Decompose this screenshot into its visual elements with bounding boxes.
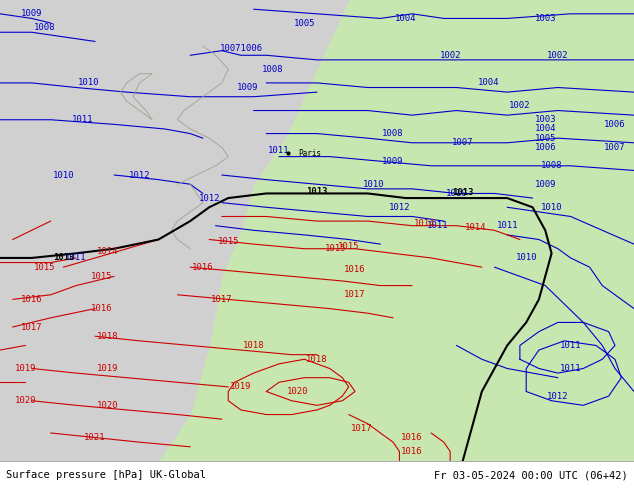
Text: 1004: 1004 bbox=[534, 124, 556, 133]
Text: 1017: 1017 bbox=[21, 322, 42, 332]
Text: 1012: 1012 bbox=[547, 392, 569, 401]
Text: 1008: 1008 bbox=[541, 161, 562, 171]
Text: 1011: 1011 bbox=[427, 221, 448, 230]
Text: 1019: 1019 bbox=[15, 364, 36, 373]
Text: 1009: 1009 bbox=[236, 83, 258, 92]
Text: 1015: 1015 bbox=[217, 237, 239, 246]
Text: 1019: 1019 bbox=[97, 364, 119, 373]
Text: 1016: 1016 bbox=[344, 265, 366, 274]
Text: 1012: 1012 bbox=[198, 194, 220, 202]
Text: 1014: 1014 bbox=[414, 219, 436, 228]
Text: Fr 03-05-2024 00:00 UTC (06+42): Fr 03-05-2024 00:00 UTC (06+42) bbox=[434, 470, 628, 480]
Text: 1006: 1006 bbox=[534, 143, 556, 152]
Text: 10071006: 10071006 bbox=[219, 44, 262, 53]
Text: 1010: 1010 bbox=[446, 189, 467, 198]
Text: 1016: 1016 bbox=[401, 447, 423, 456]
Polygon shape bbox=[0, 0, 222, 438]
Text: 1007: 1007 bbox=[452, 138, 474, 147]
Text: 1017: 1017 bbox=[211, 295, 233, 304]
Text: 1018: 1018 bbox=[243, 341, 264, 350]
Text: 1013: 1013 bbox=[53, 253, 74, 263]
Text: 1008: 1008 bbox=[382, 129, 404, 138]
Text: 1015: 1015 bbox=[91, 272, 112, 281]
Text: 1011: 1011 bbox=[496, 221, 518, 230]
Text: 1012: 1012 bbox=[389, 203, 410, 212]
Text: 1015: 1015 bbox=[325, 244, 347, 253]
Text: 1002: 1002 bbox=[439, 51, 461, 60]
Text: 1010: 1010 bbox=[515, 253, 537, 263]
Text: 1013: 1013 bbox=[306, 187, 328, 196]
Text: 1010: 1010 bbox=[78, 78, 100, 87]
Text: 1011: 1011 bbox=[560, 364, 581, 373]
Text: 1002: 1002 bbox=[547, 51, 569, 60]
Text: 1014: 1014 bbox=[465, 223, 486, 232]
Text: 1010: 1010 bbox=[541, 203, 562, 212]
Text: Paris: Paris bbox=[298, 149, 321, 158]
Text: 1012: 1012 bbox=[129, 171, 150, 179]
Text: 1006: 1006 bbox=[604, 120, 626, 129]
Text: 1020: 1020 bbox=[287, 387, 309, 396]
Text: 1004: 1004 bbox=[395, 14, 417, 23]
Polygon shape bbox=[0, 0, 349, 461]
Text: 1020: 1020 bbox=[15, 396, 36, 405]
Text: 1018: 1018 bbox=[97, 332, 119, 341]
Text: 1004: 1004 bbox=[477, 78, 499, 87]
Text: 1011: 1011 bbox=[65, 253, 87, 263]
Text: 1015: 1015 bbox=[34, 263, 55, 271]
Text: 1010: 1010 bbox=[363, 180, 385, 189]
Text: 1008: 1008 bbox=[262, 65, 283, 74]
Text: 1015: 1015 bbox=[338, 242, 359, 251]
Text: 1009: 1009 bbox=[382, 157, 404, 166]
Text: 1014: 1014 bbox=[97, 246, 119, 255]
Text: 1008: 1008 bbox=[34, 23, 55, 32]
Text: 1005: 1005 bbox=[294, 19, 315, 27]
Text: 1011: 1011 bbox=[268, 146, 290, 155]
Text: 1020: 1020 bbox=[97, 401, 119, 410]
Text: 1016: 1016 bbox=[91, 304, 112, 313]
Text: 1017: 1017 bbox=[344, 290, 366, 299]
Text: 1009: 1009 bbox=[21, 9, 42, 18]
Text: 1011: 1011 bbox=[560, 341, 581, 350]
Text: 1018: 1018 bbox=[306, 355, 328, 364]
Text: 1010: 1010 bbox=[53, 171, 74, 179]
Text: 1007: 1007 bbox=[604, 143, 626, 152]
Text: 1019: 1019 bbox=[230, 382, 252, 392]
Text: 1016: 1016 bbox=[21, 295, 42, 304]
Text: 1016: 1016 bbox=[192, 263, 214, 271]
Text: 1021: 1021 bbox=[84, 433, 106, 442]
Text: 1016: 1016 bbox=[401, 433, 423, 442]
Text: 1003: 1003 bbox=[534, 14, 556, 23]
Text: 1003: 1003 bbox=[534, 115, 556, 124]
Text: Surface pressure [hPa] UK-Global: Surface pressure [hPa] UK-Global bbox=[6, 470, 206, 480]
Text: 1002: 1002 bbox=[509, 101, 531, 110]
Text: 1009: 1009 bbox=[534, 180, 556, 189]
Text: 1005: 1005 bbox=[534, 134, 556, 143]
Text: 1013: 1013 bbox=[452, 188, 474, 197]
Text: 1017: 1017 bbox=[351, 424, 372, 433]
Text: 1011: 1011 bbox=[72, 115, 93, 124]
